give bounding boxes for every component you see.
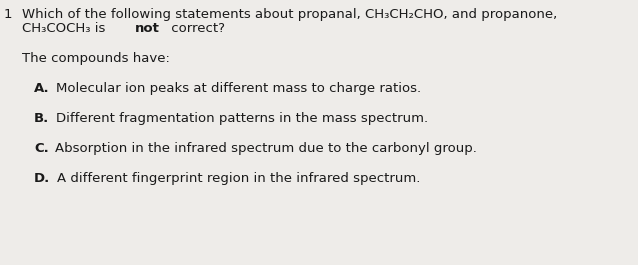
Text: Different fragmentation patterns in the mass spectrum.: Different fragmentation patterns in the … <box>56 112 428 125</box>
Text: A.: A. <box>34 82 50 95</box>
Text: Molecular ion peaks at different mass to charge ratios.: Molecular ion peaks at different mass to… <box>56 82 421 95</box>
Text: A different fingerprint region in the infrared spectrum.: A different fingerprint region in the in… <box>57 172 420 185</box>
Text: D.: D. <box>34 172 50 185</box>
Text: B.: B. <box>34 112 49 125</box>
Text: correct?: correct? <box>167 22 225 35</box>
Text: CH₃COCH₃ is: CH₃COCH₃ is <box>22 22 110 35</box>
Text: Absorption in the infrared spectrum due to the carbonyl group.: Absorption in the infrared spectrum due … <box>55 142 477 155</box>
Text: The compounds have:: The compounds have: <box>22 52 170 65</box>
Text: Which of the following statements about propanal, CH₃CH₂CHO, and propanone,: Which of the following statements about … <box>22 8 557 21</box>
Text: 1: 1 <box>4 8 13 21</box>
Text: C.: C. <box>34 142 48 155</box>
Text: not: not <box>135 22 160 35</box>
